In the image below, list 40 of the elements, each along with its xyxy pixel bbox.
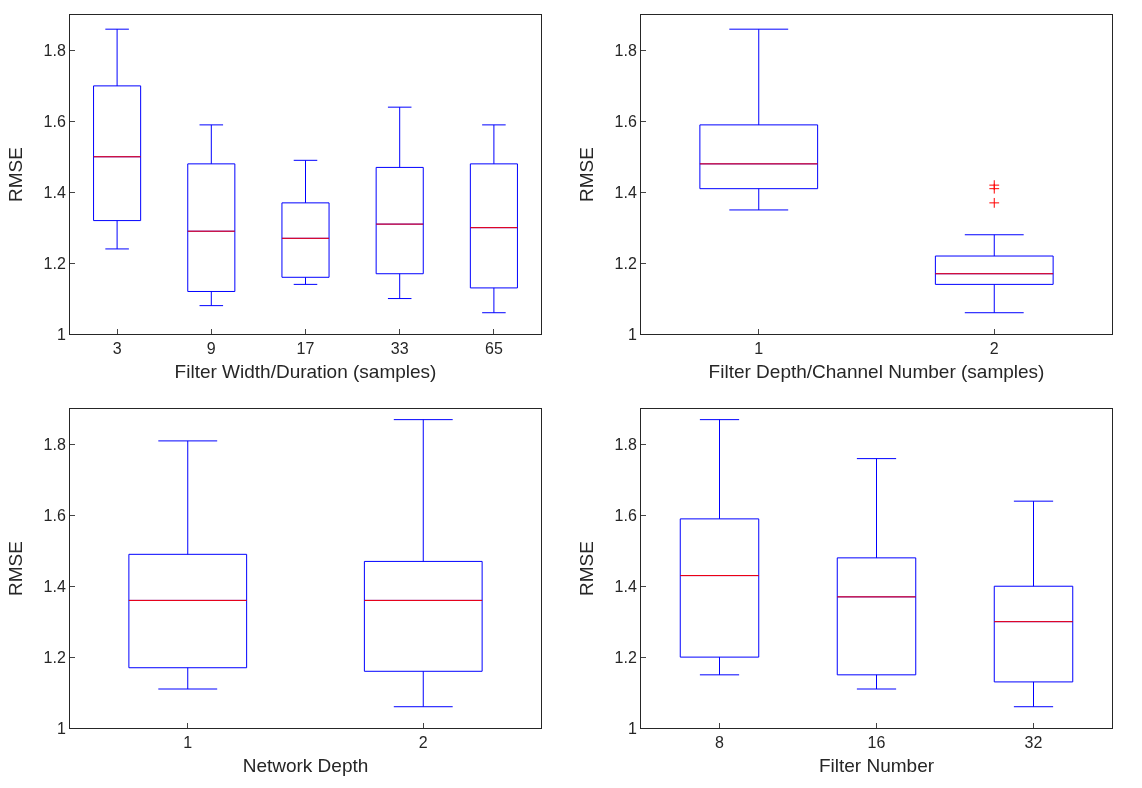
x-tick-label: 8 (715, 734, 725, 752)
x-axis-title: Filter Depth/Channel Number (samples) (708, 361, 1045, 382)
y-tick-label: 1 (627, 719, 637, 737)
x-tick-label: 1 (754, 340, 764, 358)
x-tick-label: 65 (485, 340, 503, 358)
x-axis-title: Filter Width/Duration (samples) (174, 361, 437, 382)
y-tick-label: 1.6 (614, 506, 637, 524)
y-tick-label: 1.8 (43, 436, 66, 454)
y-tick-label: 1.2 (43, 648, 66, 666)
y-tick-label: 1.8 (43, 42, 66, 60)
x-axis-title: Filter Number (818, 755, 935, 776)
y-tick-label: 1 (56, 325, 66, 343)
y-tick-label: 1.2 (43, 254, 66, 272)
x-tick-label: 33 (390, 340, 409, 358)
y-tick-label: 1 (627, 325, 637, 343)
x-tick-label: 2 (989, 340, 999, 358)
x-tick-label: 3 (112, 340, 122, 358)
y-tick-label: 1.8 (614, 436, 637, 454)
y-axis-title: RMSE (576, 541, 597, 596)
y-tick-label: 1 (56, 719, 66, 737)
y-tick-label: 1.8 (614, 42, 637, 60)
y-axis-title: RMSE (5, 541, 26, 596)
x-tick-label: 1 (183, 734, 193, 752)
y-tick-label: 1.6 (614, 112, 637, 130)
x-axis-title: Network Depth (242, 755, 369, 776)
y-tick-label: 1.4 (614, 183, 637, 201)
y-tick-label: 1.2 (614, 648, 637, 666)
x-tick-label: 16 (867, 734, 886, 752)
y-axis-title: RMSE (5, 147, 26, 202)
y-tick-label: 1.4 (43, 183, 66, 201)
y-tick-label: 1.4 (614, 577, 637, 595)
y-tick-label: 1.4 (43, 577, 66, 595)
y-tick-label: 1.6 (43, 506, 66, 524)
x-tick-label: 2 (418, 734, 428, 752)
x-tick-label: 9 (206, 340, 216, 358)
x-tick-label: 17 (296, 340, 315, 358)
x-tick-label: 32 (1024, 734, 1043, 752)
y-tick-label: 1.6 (43, 112, 66, 130)
y-tick-label: 1.2 (614, 254, 637, 272)
y-axis-title: RMSE (576, 147, 597, 202)
